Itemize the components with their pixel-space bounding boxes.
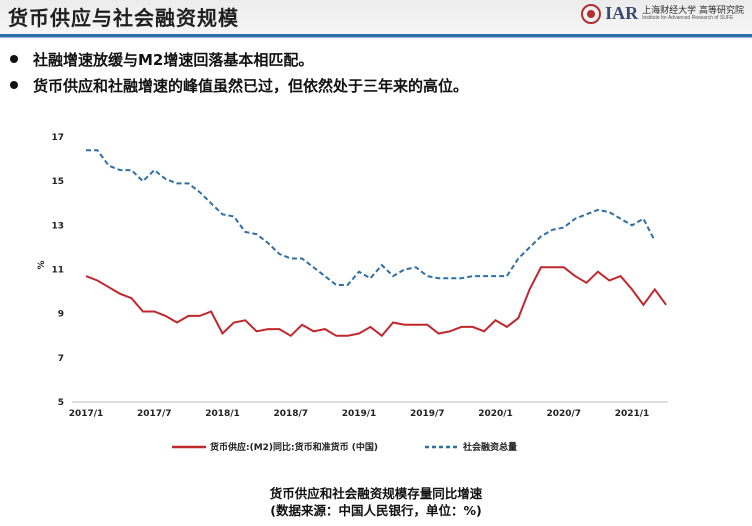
legend-label: 货币供应:(M2)同比:货币和准货币 (中国) (210, 441, 378, 453)
y-tick-label: 7 (58, 354, 64, 364)
bullet-item: 社融增速放缓与M2增速回落基本相匹配。 (10, 46, 468, 72)
x-tick-label: 2020/1 (478, 409, 513, 419)
x-tick-label: 2021/1 (615, 409, 650, 419)
slide-header: 货币供应与社会融资规模 IAR 上海财经大学 高等研究院 Institute f… (0, 0, 752, 34)
logo-chinese-name: 上海财经大学 高等研究院 (642, 5, 744, 16)
bullet-item: 货币供应和社融增速的峰值虽然已过，但依然处于三年来的高位。 (10, 72, 468, 98)
header-accent-line (0, 37, 752, 38)
logo-abbreviation: IAR (605, 3, 639, 23)
y-axis-label: % (37, 260, 47, 269)
x-tick-label: 2017/7 (137, 409, 172, 419)
y-tick-label: 5 (58, 398, 64, 408)
y-tick-label: 17 (51, 133, 64, 143)
y-tick-label: 11 (51, 266, 64, 276)
university-seal-icon (581, 3, 602, 24)
x-tick-label: 2019/1 (342, 409, 377, 419)
bullet-text: 社融增速放缓与M2增速回落基本相匹配。 (33, 50, 314, 69)
logo-english-name: Institute for Advanced Research of SUFE (642, 14, 734, 21)
legend-label: 社会融资总量 (462, 441, 517, 453)
x-tick-label: 2018/1 (205, 409, 240, 419)
chart-caption-source: (数据来源：中国人民银行，单位：%) (270, 503, 482, 518)
bullet-text: 货币供应和社融增速的峰值虽然已过，但依然处于三年来的高位。 (33, 76, 469, 95)
chart-caption-title: 货币供应和社会融资规模存量同比增速 (269, 486, 483, 501)
bullet-dot-icon (10, 55, 18, 63)
bullet-dot-icon (10, 81, 18, 89)
y-tick-label: 13 (51, 221, 64, 231)
bullet-list: 社融增速放缓与M2增速回落基本相匹配。 货币供应和社融增速的峰值虽然已过，但依然… (10, 46, 468, 98)
slide-title: 货币供应与社会融资规模 (8, 6, 239, 30)
logo-text: 上海财经大学 高等研究院 Institute for Advanced Rese… (642, 5, 744, 21)
header-accent-bar (0, 34, 752, 37)
x-tick-label: 2019/7 (410, 409, 445, 419)
x-tick-label: 2017/1 (69, 409, 104, 419)
m2-growth-series-line (85, 266, 667, 338)
tsf-growth-series-line (86, 149, 656, 286)
x-tick-label: 2020/7 (546, 409, 581, 419)
y-tick-label: 9 (58, 310, 64, 320)
y-tick-label: 15 (51, 177, 64, 187)
x-tick-label: 2018/7 (273, 409, 308, 419)
institution-logo: IAR 上海财经大学 高等研究院 Institute for Advanced … (581, 3, 744, 24)
